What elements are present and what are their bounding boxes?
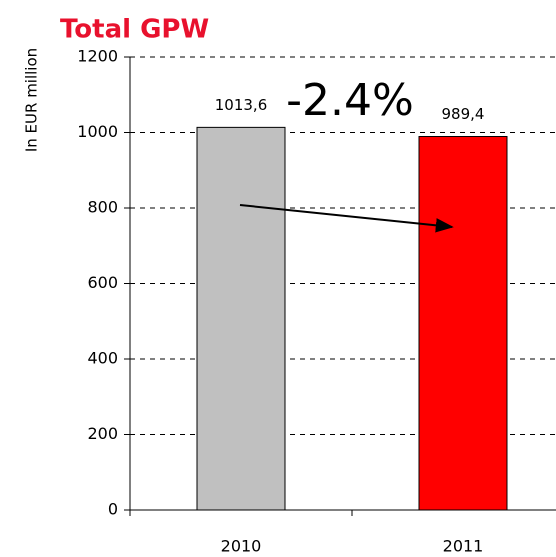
y-tick-label: 800 bbox=[87, 198, 118, 217]
x-tick-label: 2011 bbox=[443, 537, 484, 556]
y-tick-label: 600 bbox=[87, 273, 118, 292]
x-tick-label: 2010 bbox=[221, 537, 262, 556]
y-axis-label: In EUR million bbox=[23, 48, 41, 152]
y-tick-label: 1200 bbox=[77, 47, 118, 66]
chart-title: Total GPW bbox=[60, 15, 209, 45]
y-tick-label: 1000 bbox=[77, 122, 118, 141]
y-tick-label: 200 bbox=[87, 424, 118, 443]
data-label: 989,4 bbox=[442, 105, 485, 123]
y-tick-label: 0 bbox=[108, 500, 118, 519]
bar bbox=[418, 136, 508, 511]
annotation: -2.4% bbox=[286, 75, 414, 126]
data-label: 1013,6 bbox=[215, 96, 268, 114]
trend-arrow bbox=[239, 204, 454, 233]
bar bbox=[196, 126, 286, 511]
y-tick-label: 400 bbox=[87, 349, 118, 368]
